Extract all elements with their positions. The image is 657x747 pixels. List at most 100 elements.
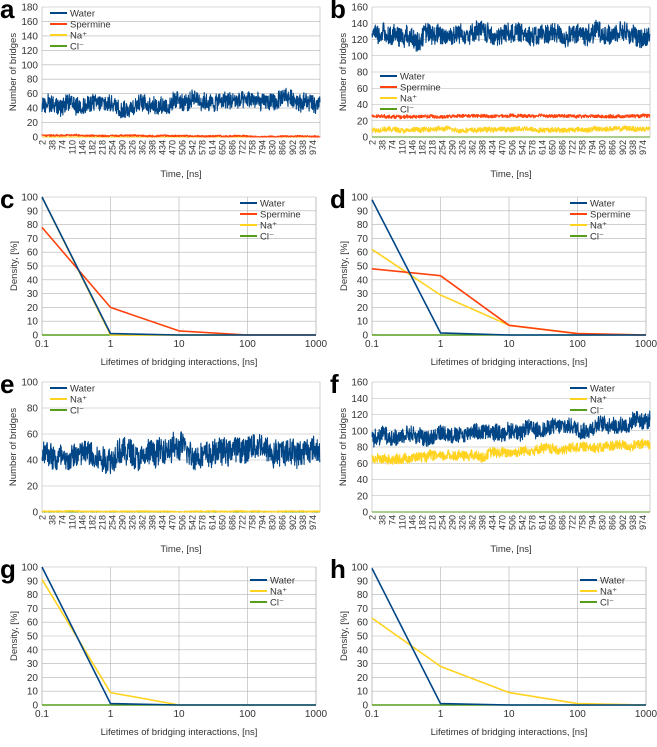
x-tick-label: 650: [218, 515, 228, 530]
legend-label: Cl⁻: [590, 406, 604, 417]
y-tick-label: 20: [27, 482, 39, 493]
legend-label: Cl⁻: [600, 598, 614, 609]
y-tick-label: 0: [32, 133, 38, 144]
y-tick-label: 80: [357, 590, 369, 601]
x-tick-label: 506: [178, 515, 188, 530]
x-axis-label: Lifetimes of bridging interactions, [ns]: [101, 357, 258, 368]
panel-c: 0 10 20 30 40 50 60 70 80 90 100 Density, [%] 0.1 1 10…: [0, 184, 328, 376]
x-axis-label: Lifetimes of bridging interactions, [ns]: [431, 727, 588, 738]
x-tick-label: 542: [188, 140, 198, 155]
x-tick-label: 10: [503, 339, 515, 350]
y-tick-label: 20: [357, 303, 369, 314]
series-line-na: [371, 438, 651, 466]
x-tick-label: 290: [448, 515, 458, 530]
x-tick-label: 146: [408, 140, 418, 155]
x-tick-label: 146: [78, 140, 88, 155]
x-tick-label: 38: [48, 140, 58, 150]
legend-label: Water: [260, 199, 285, 210]
x-tick-label: 100: [239, 709, 256, 720]
x-tick-label: 146: [408, 515, 418, 530]
series-line-water: [41, 566, 316, 706]
legend-label: Cl⁻: [70, 42, 84, 53]
y-tick-label: 10: [357, 317, 369, 328]
x-tick-label: 506: [178, 140, 188, 155]
y-tick-label: 120: [351, 410, 368, 421]
x-tick-label: 218: [98, 515, 108, 530]
legend-label: Water: [70, 384, 95, 395]
x-tick-label: 794: [258, 515, 268, 530]
y-tick-label: 140: [351, 394, 368, 405]
x-tick-label: 578: [528, 515, 538, 530]
series-line-water: [41, 196, 316, 336]
legend-label: Cl⁻: [400, 105, 414, 116]
x-tick-label: 434: [158, 140, 168, 155]
y-axis-label: Density, [%]: [339, 241, 350, 291]
y-tick-label: 50: [27, 632, 39, 643]
x-tick-label: 902: [618, 515, 628, 530]
x-tick-label: 686: [558, 140, 568, 155]
y-tick-label: 100: [351, 193, 368, 204]
y-tick-label: 0: [32, 701, 38, 712]
y-tick-label: 140: [21, 31, 38, 42]
y-tick-label: 40: [27, 456, 39, 467]
y-tick-label: 40: [27, 645, 39, 656]
x-tick-label: 110: [398, 140, 408, 154]
x-tick-label: 1: [438, 709, 444, 720]
y-tick-label: 90: [357, 576, 369, 587]
x-tick-label: 722: [568, 140, 578, 155]
x-tick-label: 434: [488, 515, 498, 530]
x-tick-label: 506: [508, 140, 518, 155]
panel-g: 0 10 20 30 40 50 60 70 80 90 100 Density, [%] 0.1 1 10…: [0, 554, 328, 746]
y-tick-label: 70: [357, 234, 369, 245]
y-tick-label: 80: [27, 404, 39, 415]
x-tick-label: 110: [68, 515, 78, 529]
panel-label: b: [330, 0, 346, 24]
panel-h: 0 10 20 30 40 50 60 70 80 90 100 Density, [%] 0.1 1 10…: [330, 554, 657, 746]
x-tick-label: 398: [478, 515, 488, 530]
y-tick-label: 0: [362, 508, 368, 519]
y-tick-label: 10: [27, 317, 39, 328]
panel-label: g: [0, 554, 16, 584]
legend-label: Water: [70, 9, 95, 20]
y-tick-label: 20: [27, 673, 39, 684]
x-tick-label: 722: [238, 140, 248, 155]
series-line-spermine: [371, 113, 651, 120]
x-tick-label: 434: [488, 140, 498, 155]
x-tick-label: 614: [538, 140, 548, 155]
y-tick-label: 40: [357, 475, 369, 486]
x-tick-label: 866: [278, 515, 288, 530]
panel-label: c: [0, 184, 15, 214]
y-tick-label: 0: [362, 331, 368, 342]
series-line-water: [371, 410, 651, 448]
chart-svg: 0 10 20 30 40 50 60 70 80 90 100 Density, [%] 0.1 1 10…: [9, 193, 328, 369]
x-tick-label: 2: [368, 140, 378, 145]
y-tick-label: 0: [362, 133, 368, 144]
panel-e: 0 20 40 60 80 100 Number of bridges 2 38 74 110 146…: [0, 369, 328, 561]
x-tick-label: 10: [503, 709, 515, 720]
y-tick-label: 40: [357, 275, 369, 286]
y-axis-label: Density, [%]: [9, 611, 20, 661]
y-tick-label: 0: [32, 508, 38, 519]
y-axis-label: Number of bridges: [8, 33, 19, 111]
legend-label: Cl⁻: [260, 232, 274, 243]
x-tick-label: 290: [118, 515, 128, 530]
x-tick-label: 1000: [305, 339, 328, 350]
x-tick-label: 434: [158, 515, 168, 530]
x-tick-label: 74: [388, 140, 398, 150]
panel-label: d: [330, 184, 346, 214]
y-tick-label: 60: [357, 248, 369, 259]
x-axis-label: Time, [ns]: [490, 169, 531, 180]
x-tick-label: 326: [458, 140, 468, 155]
y-tick-label: 80: [27, 590, 39, 601]
series-line-water: [371, 568, 646, 706]
y-tick-label: 140: [351, 19, 368, 30]
x-tick-label: 686: [228, 140, 238, 155]
y-axis-label: Density, [%]: [339, 611, 350, 661]
x-tick-label: 974: [638, 140, 648, 155]
y-tick-label: 50: [357, 262, 369, 273]
x-axis-label: Lifetimes of bridging interactions, [ns]: [101, 727, 258, 738]
x-tick-label: 614: [208, 515, 218, 530]
legend-label: Na⁺: [400, 94, 417, 105]
x-tick-label: 722: [568, 515, 578, 530]
x-tick-label: 902: [288, 140, 298, 155]
